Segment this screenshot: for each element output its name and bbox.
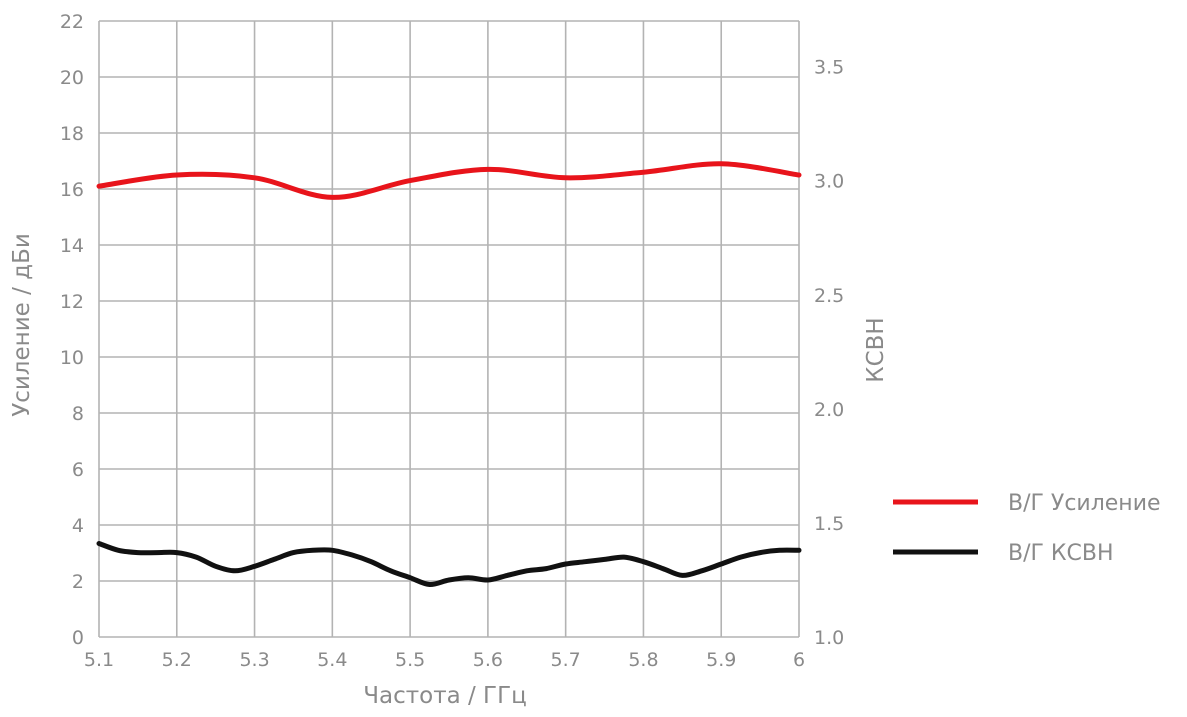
y2-tick-label: 3.0 [814, 171, 844, 193]
y-tick-label: 14 [60, 235, 84, 257]
x-axis-title: Частота / ГГц [363, 683, 527, 709]
x-tick-label: 5.7 [551, 649, 581, 671]
y2-tick-label: 3.5 [814, 57, 844, 79]
y-tick-label: 8 [72, 403, 84, 425]
legend-label-gain: В/Г Усиление [1008, 491, 1161, 516]
y-tick-label: 20 [60, 67, 84, 89]
y2-axis-title: КСВН [863, 317, 889, 382]
y-tick-label: 16 [60, 179, 84, 201]
x-tick-label: 5.1 [84, 649, 114, 671]
y-tick-label: 10 [60, 347, 84, 369]
y-axis-title: Усиление / дБи [9, 233, 35, 417]
series-line-gain [96, 161, 802, 200]
y2-tick-label: 1.5 [814, 513, 844, 535]
x-axis-ticks: 5.1 5.2 5.3 5.4 5.5 5.6 5.7 5.8 5.9 6 [84, 649, 805, 671]
y-tick-label: 6 [72, 459, 84, 481]
x-tick-label: 6 [793, 649, 805, 671]
y2-axis-ticks: 1.0 1.5 2.0 2.5 3.0 3.5 [814, 57, 844, 649]
y2-tick-label: 1.0 [814, 627, 844, 649]
y2-tick-label: 2.5 [814, 285, 844, 307]
y-tick-label: 2 [72, 571, 84, 593]
y-tick-label: 12 [60, 291, 84, 313]
series-layer [96, 161, 802, 588]
x-tick-label: 5.6 [473, 649, 503, 671]
x-tick-label: 5.8 [628, 649, 658, 671]
legend-label-vswr: В/Г КСВН [1008, 541, 1114, 566]
x-tick-label: 5.2 [162, 649, 192, 671]
y-tick-label: 0 [72, 627, 84, 649]
y2-tick-label: 2.0 [814, 399, 844, 421]
y-tick-label: 4 [72, 515, 84, 537]
y-tick-label: 18 [60, 123, 84, 145]
legend: В/Г Усиление В/Г КСВН [893, 491, 1161, 566]
y-tick-label: 22 [60, 11, 84, 33]
x-tick-label: 5.3 [239, 649, 269, 671]
series-line-vswr [96, 541, 802, 588]
grid [98, 20, 800, 638]
x-tick-label: 5.5 [395, 649, 425, 671]
x-tick-label: 5.4 [317, 649, 347, 671]
x-tick-label: 5.9 [706, 649, 736, 671]
y-axis-ticks: 0 2 4 6 8 10 12 14 16 18 20 22 [60, 11, 84, 649]
